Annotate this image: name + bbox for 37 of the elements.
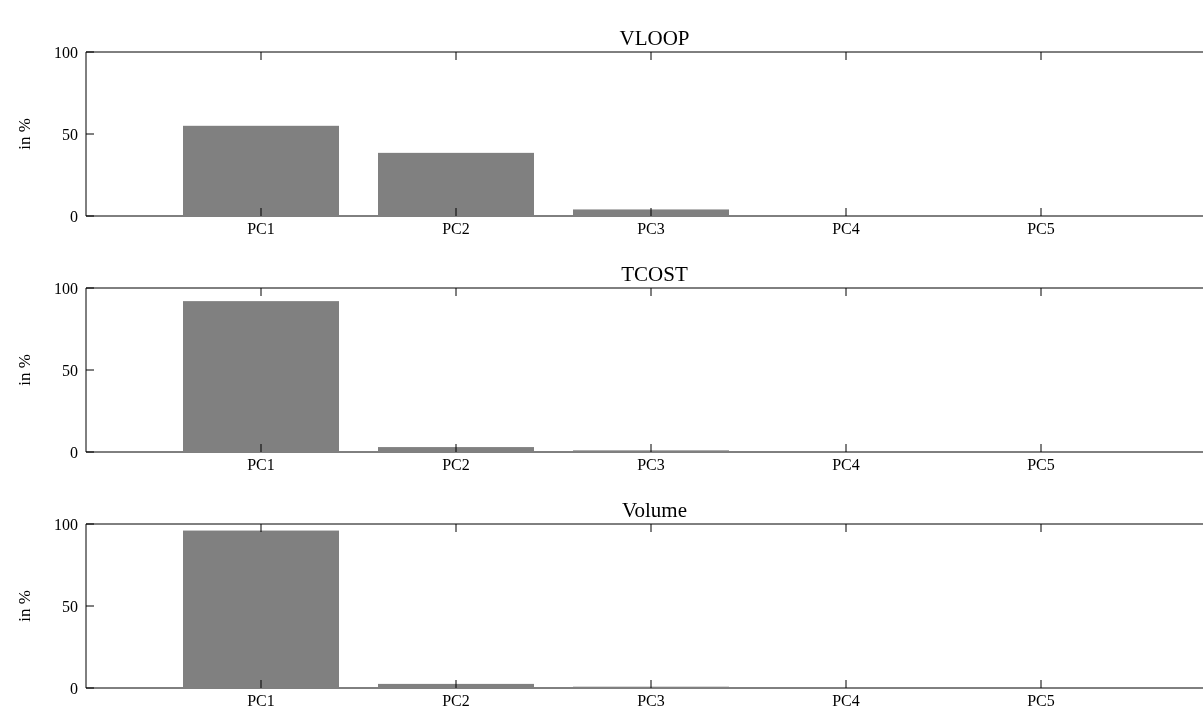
y-tick-label: 0: [70, 207, 78, 225]
y-tick-label: 0: [70, 679, 78, 697]
y-tick-label: 0: [70, 443, 78, 461]
bar: [573, 209, 729, 216]
y-tick-label: 50: [62, 361, 78, 379]
y-tick-label: 50: [62, 597, 78, 615]
x-tick-label: PC5: [1027, 456, 1055, 473]
bar: [183, 301, 339, 452]
x-tick-label: PC3: [637, 456, 665, 473]
chart-title: Volume: [622, 498, 687, 522]
y-axis-title: in %: [15, 354, 34, 386]
x-tick-label: PC4: [832, 692, 860, 709]
x-tick-label: PC1: [247, 692, 275, 709]
y-axis-title: in %: [15, 118, 34, 150]
y-axis-title: in %: [15, 590, 34, 622]
x-tick-label: PC1: [247, 456, 275, 473]
bar: [378, 447, 534, 452]
x-tick-label: PC3: [637, 220, 665, 237]
x-tick-label: PC2: [442, 692, 470, 709]
x-tick-label: PC4: [832, 456, 860, 473]
bar: [183, 530, 339, 688]
y-tick-label: 50: [62, 125, 78, 143]
x-tick-label: PC5: [1027, 692, 1055, 709]
bar: [378, 683, 534, 688]
chart-title: TCOST: [621, 262, 688, 286]
x-tick-label: PC3: [637, 692, 665, 709]
x-tick-label: PC5: [1027, 220, 1055, 237]
x-tick-label: PC2: [442, 220, 470, 237]
bar: [183, 125, 339, 216]
x-tick-label: PC2: [442, 456, 470, 473]
y-tick-label: 100: [54, 515, 78, 533]
chart-title: VLOOP: [619, 26, 690, 50]
y-tick-label: 100: [54, 43, 78, 61]
bar: [378, 152, 534, 216]
y-tick-label: 100: [54, 279, 78, 297]
x-tick-label: PC1: [247, 220, 275, 237]
x-tick-label: PC4: [832, 220, 860, 237]
